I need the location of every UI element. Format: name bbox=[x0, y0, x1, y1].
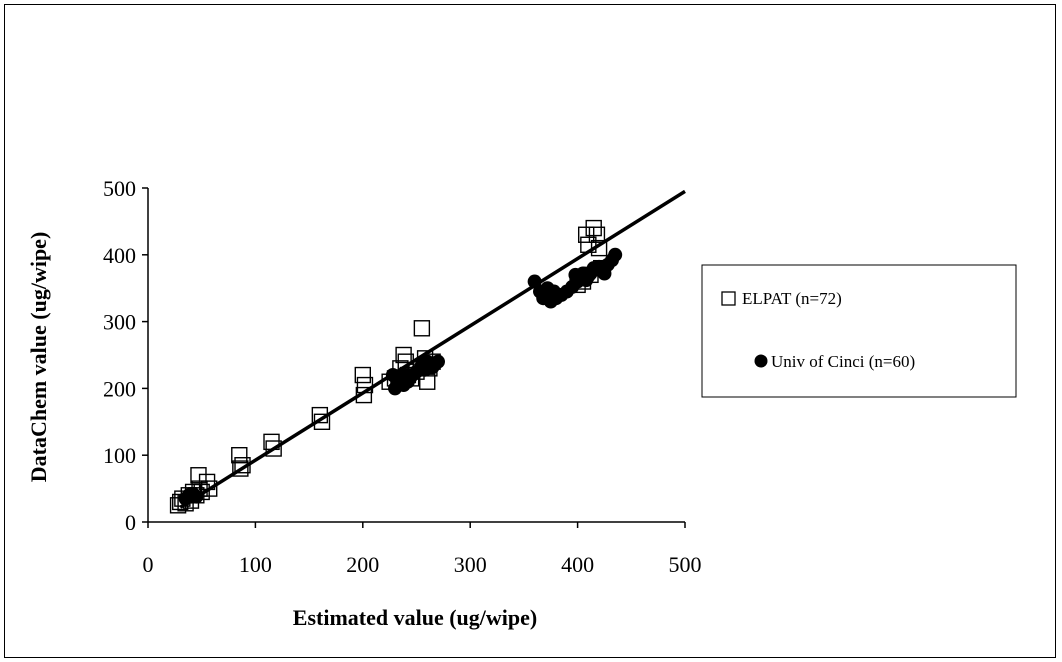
x-tick-label: 300 bbox=[454, 552, 487, 577]
x-tick-label: 0 bbox=[143, 552, 154, 577]
data-point-elpat bbox=[231, 447, 248, 464]
y-tick-label: 200 bbox=[103, 376, 136, 401]
trendline bbox=[179, 189, 686, 509]
data-point-elpat bbox=[232, 460, 249, 477]
y-tick-label: 0 bbox=[125, 510, 136, 535]
data-point-elpat bbox=[585, 219, 602, 237]
data-point-elpat bbox=[198, 473, 216, 491]
data-point-elpat bbox=[590, 239, 608, 257]
x-tick-label: 400 bbox=[561, 552, 594, 577]
legend-marker-filled-circle bbox=[754, 354, 768, 368]
x-tick-label: 500 bbox=[669, 552, 702, 577]
y-tick-label: 300 bbox=[103, 310, 136, 335]
axes: 0 100 200 300 400 500 0 100 200 300 400 500 bbox=[103, 176, 702, 577]
data-point-elpat bbox=[190, 467, 207, 484]
data-point-elpat bbox=[311, 406, 329, 424]
data-point-univ-of-cinci bbox=[608, 247, 623, 262]
data-point-elpat bbox=[580, 236, 597, 253]
data-point-elpat bbox=[263, 433, 280, 451]
data-point-univ-of-cinci bbox=[189, 489, 204, 504]
data-point-univ-of-cinci bbox=[430, 354, 445, 369]
data-point-elpat bbox=[265, 440, 282, 457]
data-point-elpat bbox=[354, 366, 371, 384]
data-marks bbox=[169, 189, 686, 514]
data-point-elpat bbox=[201, 480, 218, 497]
data-point-elpat bbox=[395, 346, 412, 364]
x-axis-title: Estimated value (ug/wipe) bbox=[293, 605, 537, 630]
legend-label-elpat: ELPAT (n=72) bbox=[742, 289, 842, 308]
data-point-elpat bbox=[355, 386, 373, 404]
data-point-elpat bbox=[356, 376, 374, 394]
y-tick-label: 100 bbox=[103, 443, 136, 468]
legend-label-univ-of-cinci: Univ of Cinci (n=60) bbox=[771, 352, 915, 371]
y-axis-title: DataChem value (ug/wipe) bbox=[26, 232, 51, 483]
data-point-elpat bbox=[588, 226, 606, 243]
data-point-elpat bbox=[234, 457, 251, 474]
x-tick-label: 100 bbox=[239, 552, 272, 577]
legend-marker-open-square bbox=[721, 291, 736, 306]
legend: ELPAT (n=72) Univ of Cinci (n=60) bbox=[701, 264, 1017, 398]
data-point-elpat bbox=[313, 413, 331, 430]
legend-box bbox=[701, 264, 1017, 398]
data-point-elpat bbox=[413, 320, 431, 337]
y-tick-label: 500 bbox=[103, 176, 136, 201]
x-tick-label: 200 bbox=[346, 552, 379, 577]
y-tick-label: 400 bbox=[103, 243, 136, 268]
